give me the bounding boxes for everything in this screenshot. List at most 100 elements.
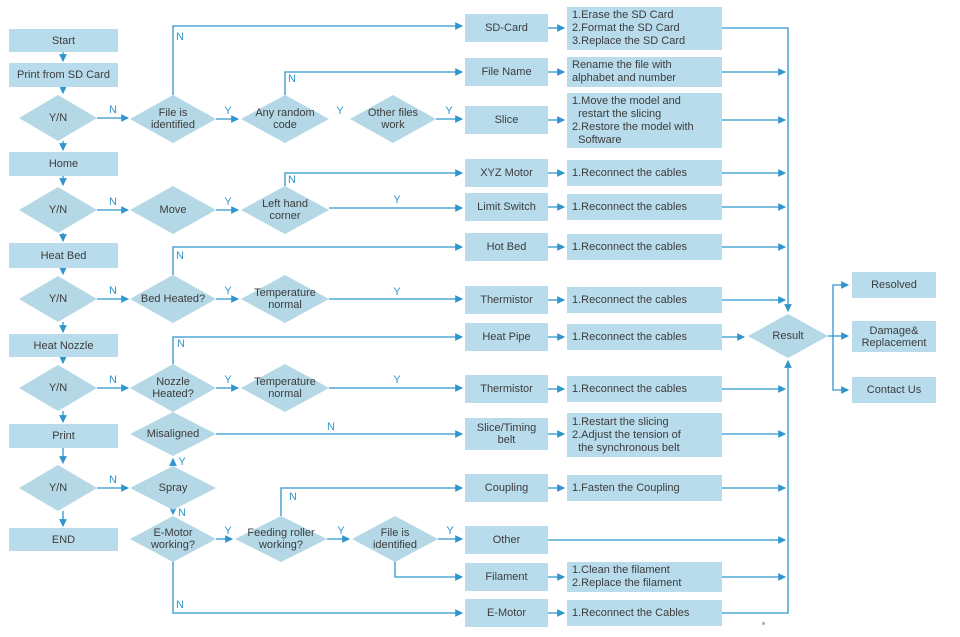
- decision-yn2-shape: [19, 187, 97, 233]
- decision-any-random-code-shape: [241, 95, 329, 143]
- decision-left-hand-corner: Left hand corner: [262, 198, 308, 222]
- decision-result-shape: [748, 314, 828, 358]
- category-e-motor: E-Motor: [465, 599, 548, 627]
- decision-file-identified-2-shape: [352, 516, 438, 562]
- decision-feeding-roller-working: Feeding roller working?: [247, 527, 315, 551]
- decision-move: Move: [159, 204, 187, 216]
- category-slice: Slice: [465, 106, 548, 134]
- edge-file-identified-1-sd-card: [172, 22, 464, 95]
- edge-label-feeding-y: Y: [337, 525, 345, 537]
- decision-file-identified-1-shape: [130, 95, 216, 143]
- edge-label-file2-y: Y: [446, 525, 454, 537]
- edge-e-motor-working-e-motor: [172, 561, 464, 617]
- edge-label-bed-y: Y: [224, 285, 232, 297]
- decision-bed-heated: Bed Heated?: [140, 293, 206, 305]
- edge-label-temp2-y: Y: [393, 374, 401, 386]
- action-coupling: 1.Fasten the Coupling: [567, 475, 722, 501]
- decision-e-motor-working-shape: [130, 516, 216, 562]
- edge-label-temp1-y: Y: [393, 286, 401, 298]
- action-xyz-motor: 1.Reconnect the cables: [567, 160, 722, 186]
- decision-temperature-normal-2: Temperature normal: [254, 376, 316, 400]
- edge-label-nozzle-y: Y: [224, 374, 232, 386]
- category-file-name: File Name: [465, 58, 548, 86]
- decision-other-files-work: Other files work: [367, 107, 419, 131]
- decision-misaligned-shape: [130, 412, 216, 456]
- decision-move-shape: [130, 186, 216, 234]
- category-sd-card: SD-Card: [465, 14, 548, 42]
- edge-label-corner-n: N: [288, 174, 296, 186]
- action-e-motor: 1.Reconnect the Cables: [567, 600, 722, 626]
- action-hot-bed: 1.Reconnect the cables: [567, 234, 722, 260]
- action-thermistor-1: 1.Reconnect the cables: [567, 287, 722, 313]
- category-thermistor-2: Thermistor: [465, 375, 548, 403]
- decision-e-motor-working: E-Motor working?: [150, 527, 196, 551]
- edge-collector-bottom-to-result: [722, 359, 792, 614]
- edge-label-nozzle-n: N: [177, 338, 185, 350]
- decision-temperature-normal-1: Temperature normal: [254, 287, 316, 311]
- edge-label-emotor-y: Y: [224, 525, 232, 537]
- category-limit-switch: Limit Switch: [465, 193, 548, 221]
- node-heat-nozzle: Heat Nozzle: [9, 334, 118, 357]
- action-file-name: Rename the file with alphabet and number: [567, 57, 722, 87]
- action-limit-switch: 1.Reconnect the cables: [567, 194, 722, 220]
- decision-feeding-roller-shape: [235, 516, 327, 562]
- edge-label-otherfiles-y: Y: [445, 105, 453, 117]
- decision-yn3: Y/N: [48, 293, 68, 305]
- edge-label-yn2-n: N: [109, 196, 117, 208]
- edge-label-yn3-n: N: [109, 285, 117, 297]
- decision-result: Result: [772, 330, 804, 342]
- edge-bed-heated-hot-bed: [172, 243, 464, 275]
- edge-label-emotor-n: N: [176, 599, 184, 611]
- action-slice: 1.Move the model and restart the slicing…: [567, 93, 722, 148]
- edge-label-random-n: N: [288, 73, 296, 85]
- edge-label-yn4-n: N: [109, 374, 117, 386]
- decision-temperature-normal-1-shape: [241, 275, 329, 323]
- decision-nozzle-heated-shape: [130, 364, 216, 412]
- node-end: END: [9, 528, 118, 551]
- action-slice-timing-belt: 1.Restart the slicing 2.Adjust the tensi…: [567, 413, 722, 457]
- edge-nozzle-heated-heat-pipe: [172, 333, 464, 364]
- edge-label-spray-y: Y: [178, 456, 186, 468]
- decision-yn1-shape: [19, 95, 97, 141]
- decision-spray-shape: [130, 466, 216, 510]
- edge-label-yn5-n: N: [109, 474, 117, 486]
- outcome-resolved: Resolved: [852, 272, 936, 298]
- action-sd-card: 1.Erase the SD Card 2.Format the SD Card…: [567, 7, 722, 50]
- node-heat-bed: Heat Bed: [9, 243, 118, 268]
- edge-label-file1-y: Y: [224, 105, 232, 117]
- edge-label-file1-n: N: [176, 31, 184, 43]
- edge-collector-top-to-result: [722, 27, 792, 313]
- decision-yn2: Y/N: [48, 204, 68, 216]
- node-home: Home: [9, 152, 118, 176]
- category-slice-timing-belt: Slice/Timing belt: [465, 418, 548, 450]
- action-filament: 1.Clean the filament 2.Replace the filam…: [567, 562, 722, 592]
- edge-label-yn1-n: N: [109, 104, 117, 116]
- decision-misaligned: Misaligned: [146, 428, 200, 440]
- decision-yn5-shape: [19, 465, 97, 511]
- decision-yn1: Y/N: [48, 112, 68, 124]
- outcome-contact-us: Contact Us: [852, 377, 936, 403]
- category-xyz-motor: XYZ Motor: [465, 159, 548, 187]
- node-print: Print: [9, 424, 118, 448]
- edge-result-resolved: [832, 281, 850, 336]
- category-heat-pipe: Heat Pipe: [465, 323, 548, 351]
- decision-file-identified-1: File is identified: [150, 107, 196, 131]
- decision-yn5: Y/N: [48, 482, 68, 494]
- category-hot-bed: Hot Bed: [465, 233, 548, 261]
- action-heat-pipe: 1.Reconnect the cables: [567, 324, 722, 350]
- category-filament: Filament: [465, 563, 548, 591]
- action-thermistor-2: 1.Reconnect the cables: [567, 376, 722, 402]
- edge-label-bed-n: N: [176, 250, 184, 262]
- decision-nozzle-heated: Nozzle Heated?: [152, 376, 194, 400]
- edge-label-misaligned-n: N: [327, 421, 335, 433]
- edge-any-random-code-file-name: [284, 68, 464, 95]
- edge-label-move-y: Y: [224, 196, 232, 208]
- edge-result-contact-us: [832, 336, 850, 394]
- edge-label-random-y: Y: [336, 105, 344, 117]
- edge-label-feeding-n: N: [289, 491, 297, 503]
- edge-label-spray-n: N: [178, 507, 186, 519]
- decision-other-files-work-shape: [350, 95, 436, 143]
- category-thermistor-1: Thermistor: [465, 286, 548, 314]
